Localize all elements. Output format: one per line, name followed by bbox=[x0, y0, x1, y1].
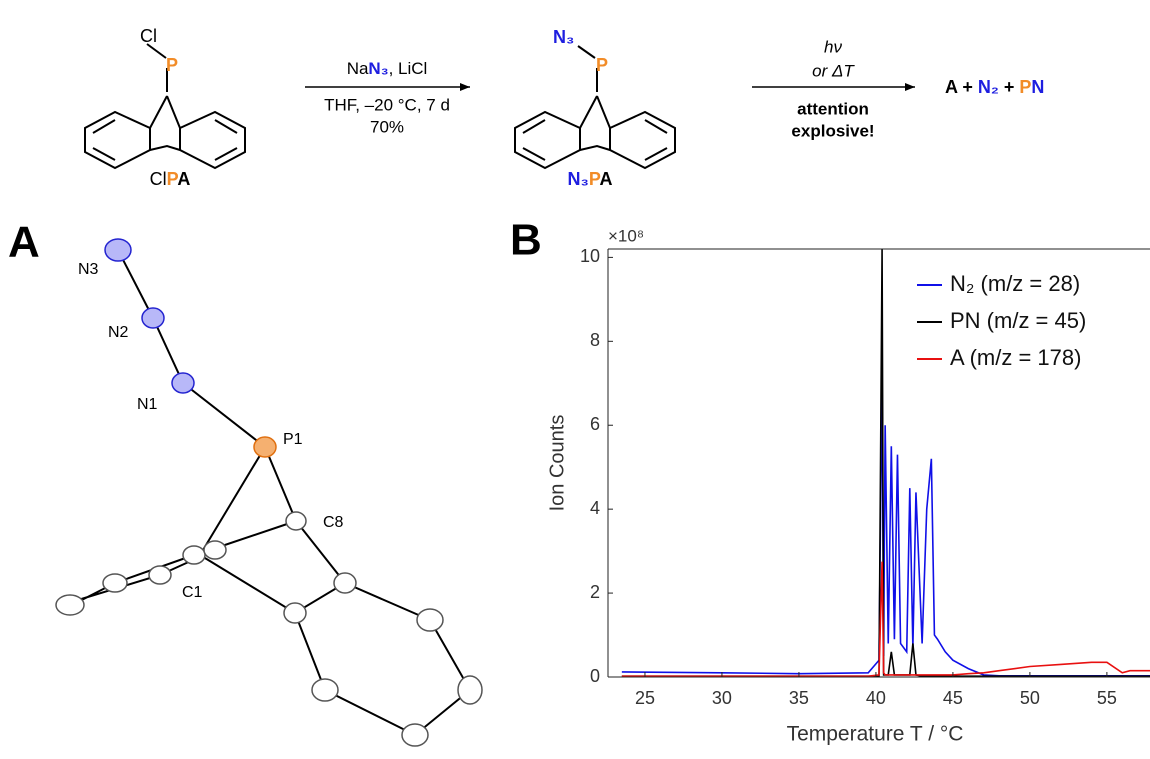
axis-multiplier: ×10⁸ bbox=[608, 226, 644, 245]
atom-label: Cl bbox=[140, 26, 157, 46]
reagents: NaN₃, LiCl bbox=[347, 59, 428, 78]
y-axis-label: Ion Counts bbox=[546, 415, 568, 512]
atom-label: N3 bbox=[78, 261, 99, 278]
label-part: P bbox=[589, 169, 601, 189]
atom-label: N₃ bbox=[553, 27, 574, 47]
warning: attention bbox=[797, 99, 869, 118]
arrow-head bbox=[905, 83, 915, 91]
x-tick-label: 25 bbox=[635, 688, 655, 708]
text-part: P bbox=[1019, 77, 1031, 97]
x-axis-label: Temperature T / °C bbox=[787, 723, 964, 746]
products: A + N₂ + PN bbox=[945, 77, 1044, 97]
label-part: A bbox=[177, 169, 190, 189]
atom-label: P1 bbox=[283, 431, 303, 448]
panel-label: A bbox=[8, 218, 40, 267]
warning: explosive! bbox=[791, 121, 874, 140]
x-tick-label: 50 bbox=[1020, 688, 1040, 708]
y-tick-label: 2 bbox=[590, 582, 600, 602]
panel-label: B bbox=[510, 216, 542, 265]
data-line bbox=[621, 370, 1150, 677]
legend-label: PN (m/z = 45) bbox=[950, 308, 1086, 333]
label-part: A bbox=[600, 169, 613, 189]
x-tick-label: 35 bbox=[789, 688, 809, 708]
atom-label: N2 bbox=[108, 324, 129, 341]
y-tick-label: 4 bbox=[590, 498, 600, 518]
x-tick-label: 45 bbox=[943, 688, 963, 708]
intermediate-structure bbox=[514, 45, 676, 170]
atom-label: P bbox=[166, 55, 178, 75]
yield: 70% bbox=[370, 117, 404, 136]
compound-label: N₃PA bbox=[568, 169, 613, 189]
y-tick-label: 0 bbox=[590, 666, 600, 686]
x-tick-label: 55 bbox=[1097, 688, 1117, 708]
label-part: N₃ bbox=[568, 169, 589, 189]
y-tick-label: 6 bbox=[590, 414, 600, 434]
conditions: THF, –20 °C, 7 d bbox=[324, 95, 450, 114]
chart: 25 30 35 40 45 50 55 0 2 4 6 8 10 ×10⁸ Ion Counts Tempe… bbox=[546, 226, 1150, 746]
text-part: A + bbox=[945, 77, 978, 97]
x-tick-label: 30 bbox=[712, 688, 732, 708]
legend-label: A (m/z = 178) bbox=[950, 345, 1081, 370]
x-tick-label: 40 bbox=[866, 688, 886, 708]
atom-label: P bbox=[596, 55, 608, 75]
arrow-head bbox=[460, 83, 470, 91]
data-line bbox=[621, 561, 1150, 677]
atom-label: C1 bbox=[182, 584, 203, 601]
text-part: + bbox=[999, 77, 1020, 97]
reactant-structure bbox=[84, 43, 246, 170]
condition: or ΔT bbox=[812, 61, 855, 80]
label-part: Cl bbox=[150, 169, 167, 189]
y-tick-label: 8 bbox=[590, 330, 600, 350]
label-part: P bbox=[167, 169, 179, 189]
text-part: , LiCl bbox=[389, 59, 428, 78]
text-part: N bbox=[1031, 77, 1044, 97]
text-part: N₃ bbox=[368, 59, 388, 78]
legend-label: N₂ (m/z = 28) bbox=[950, 271, 1080, 296]
compound-label: ClPA bbox=[150, 169, 191, 189]
text-part: Na bbox=[347, 59, 369, 78]
text-part: N₂ bbox=[978, 77, 999, 97]
y-tick-label: 10 bbox=[580, 246, 600, 266]
ortep-structure bbox=[55, 238, 483, 747]
condition: hν bbox=[824, 37, 842, 56]
atom-label: N1 bbox=[137, 396, 158, 413]
atom-label: C8 bbox=[323, 514, 344, 531]
